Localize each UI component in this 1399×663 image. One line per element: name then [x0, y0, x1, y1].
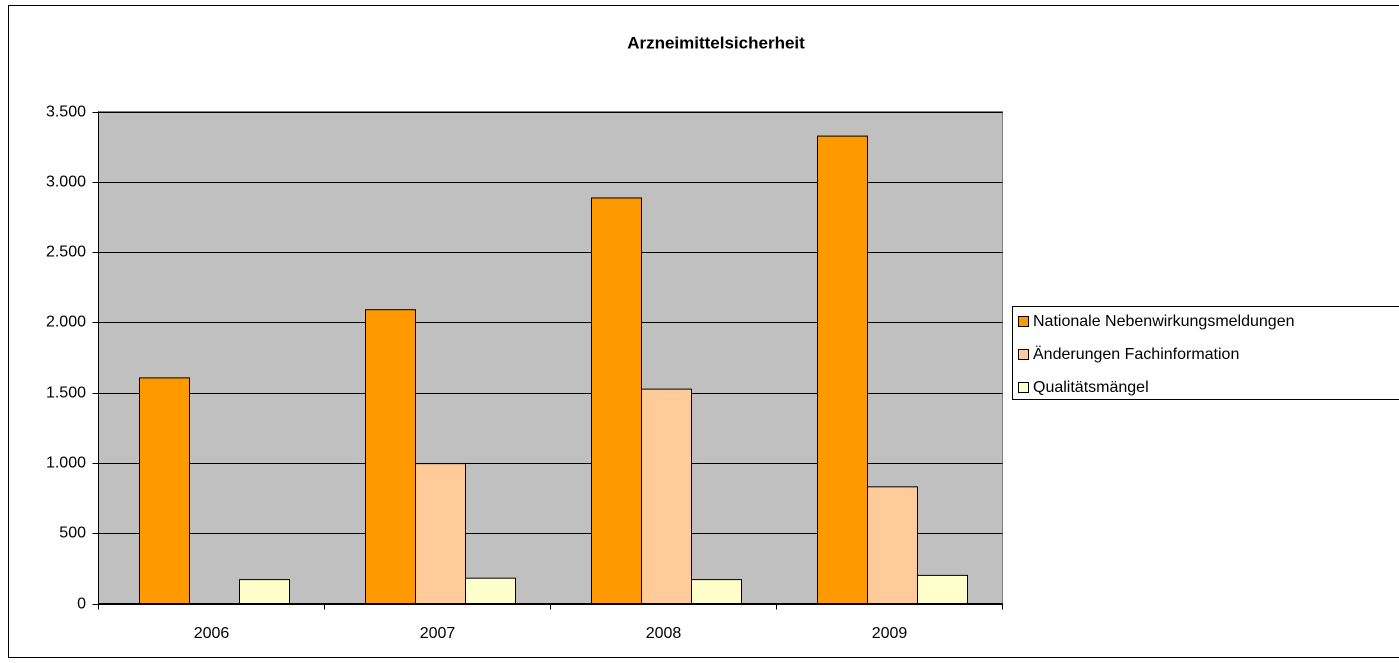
bar — [139, 377, 190, 604]
x-tick-label: 2008 — [646, 625, 682, 642]
bar — [817, 135, 868, 604]
y-tick-label: 3.500 — [46, 104, 86, 121]
bar — [691, 579, 742, 604]
x-tick-label: 2006 — [194, 625, 230, 642]
x-tick-label: 2007 — [420, 625, 456, 642]
bar — [867, 486, 918, 604]
legend-label: Änderungen Fachinformation — [1033, 345, 1239, 363]
y-tick-label: 500 — [59, 525, 86, 542]
legend-swatch — [1018, 382, 1029, 393]
bar — [917, 574, 968, 605]
bar — [465, 577, 516, 604]
bar — [641, 388, 692, 604]
legend-swatch — [1018, 349, 1029, 360]
legend-label: Qualitätsmängel — [1033, 379, 1149, 396]
bar — [365, 309, 416, 604]
y-tick-label: 2.500 — [46, 244, 86, 261]
y-tick-label: 1.500 — [46, 385, 86, 402]
y-tick-label: 1.000 — [46, 455, 86, 472]
y-tick-label: 3.000 — [46, 174, 86, 191]
legend-label: Nationale Nebenwirkungsmeldungen — [1033, 313, 1295, 330]
legend-swatch — [1018, 316, 1029, 327]
y-tick-label: 0 — [77, 596, 86, 613]
bar — [415, 463, 466, 605]
bar — [591, 197, 642, 605]
bar — [239, 579, 290, 604]
chart-title: Arzneimittelsicherheit — [627, 33, 805, 52]
x-tick-label: 2009 — [872, 625, 908, 642]
y-tick-label: 2.000 — [46, 314, 86, 331]
legend-box — [1012, 306, 1399, 400]
